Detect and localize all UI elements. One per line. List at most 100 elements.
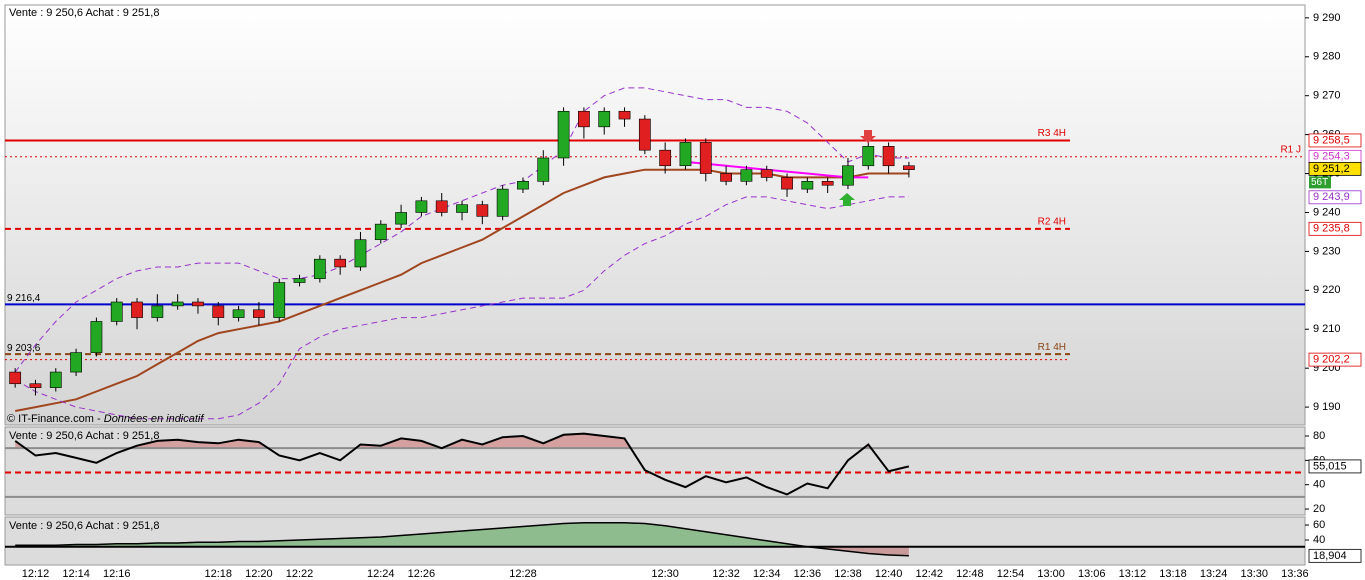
candle-body [659,149,672,167]
candle-body [9,371,22,385]
candle-body [273,282,286,318]
x-tick-label: 13:36 [1281,568,1309,580]
level-label: 9 216,4 [7,293,41,304]
candle-body [253,309,265,318]
rsi-panel [4,426,1306,516]
value-tag-label: 9 254,3 [1313,151,1350,163]
candle-body [90,321,103,353]
x-tick-label: 12:24 [367,568,395,580]
x-tick-label: 13:12 [1119,568,1147,580]
candle-body [781,177,793,190]
value-tag [1308,190,1362,205]
level-label: R2 4H [1038,216,1066,227]
x-tick-label: 12:18 [205,568,233,580]
candle-body [882,145,895,167]
x-tick-label: 13:06 [1078,568,1106,580]
value-tag [1308,352,1362,367]
volume-tag [1309,176,1331,189]
candle-body [476,204,489,217]
y-tick-label: 60 [1313,519,1325,531]
value-tag-label: 9 251,2 [1313,163,1350,175]
y-tick-label: 9 230 [1313,245,1341,257]
candle-body [435,200,448,213]
candle-body [354,239,367,268]
y-tick-label: 9 270 [1313,90,1341,102]
x-tick-label: 12:12 [22,568,50,580]
value-tag [1308,161,1362,176]
y-tick-label: 9 290 [1313,12,1341,24]
x-tick-label: 12:42 [915,568,943,580]
x-tick-label: 12:30 [651,568,679,580]
rsi-line [14,432,910,496]
x-tick-label: 13:24 [1200,568,1228,580]
candle-body [760,169,773,178]
candle-body [618,110,631,120]
overlay-line [14,196,909,420]
x-tick-label: 12:28 [509,568,537,580]
overlay-line [15,168,909,412]
y-tick-label: 20 [1313,503,1325,515]
candle-body [578,110,590,128]
value-tag-label: 55,015 [1313,460,1347,472]
x-tick-label: 12:34 [753,568,781,580]
candle-body [29,383,42,388]
panel-header: Vente : 9 250,6 Achat : 9 251,8 [9,430,159,442]
credit-source: © IT-Finance.com - [7,413,101,425]
x-tick-label: 12:38 [834,568,862,580]
candle-body [192,301,204,307]
candle-body [395,212,407,225]
panel-header: Vente : 9 250,6 Achat : 9 251,8 [9,7,159,19]
y-tick-label: 9 190 [1313,401,1341,413]
candle-body [862,145,875,167]
value-tag [1308,221,1362,236]
sell-arrow [860,130,876,143]
candle-body [70,352,82,373]
candle-body [903,165,915,170]
y-tick-label: 9 280 [1313,51,1341,63]
credit-note: Données en indicatif [104,413,205,425]
candle-body [842,165,854,186]
candle-body [313,258,326,279]
candle-body [456,204,468,213]
value-tag [1308,133,1362,148]
candle-body [557,110,570,159]
candle-body [598,110,611,128]
value-tag-label: 18,904 [1313,550,1347,562]
candle-body [720,173,732,182]
credit: © IT-Finance.com - Données en indicatif [7,413,204,425]
candle-body [537,157,550,182]
x-tick-label: 12:32 [712,568,740,580]
value-tag-label: 9 235,8 [1313,223,1350,235]
level-fill [15,433,909,449]
candle-body [638,118,651,151]
x-tick-label: 12:54 [997,568,1025,580]
buy-arrow [839,193,855,206]
y-tick-label: 80 [1313,430,1325,442]
candle-body [131,301,143,318]
candle-body [334,258,347,268]
overlay-line [14,87,909,373]
plot-layer: 12:12 12:14 12:16 12:18 12:20 12:22 12:24 12:26… [5,12,1362,580]
y-tick-label: 40 [1313,534,1325,546]
price-panel [4,4,1306,426]
x-tick-label: 12:36 [794,568,822,580]
panel-header: Vente : 9 250,6 Achat : 9 251,8 [9,520,159,532]
x-tick-label: 12:40 [875,568,903,580]
candle-body [821,181,834,186]
candle-body [801,181,814,190]
y-tick-label: 40 [1313,479,1325,491]
candle-body [151,305,164,318]
candle-body [374,223,387,241]
candle-body [212,305,225,318]
overlay-line [685,160,869,179]
y-tick-label: 9 220 [1313,284,1341,296]
level-label: R1 J [1280,144,1301,155]
y-tick-label: 9 210 [1313,323,1341,335]
x-tick-label: 12:26 [408,568,436,580]
x-tick-label: 13:18 [1159,568,1187,580]
volume-tag-label: 56T [1311,177,1328,188]
x-tick-label: 12:20 [245,568,273,580]
level-label: R3 4H [1038,128,1066,139]
x-tick-label: 12:14 [62,568,90,580]
